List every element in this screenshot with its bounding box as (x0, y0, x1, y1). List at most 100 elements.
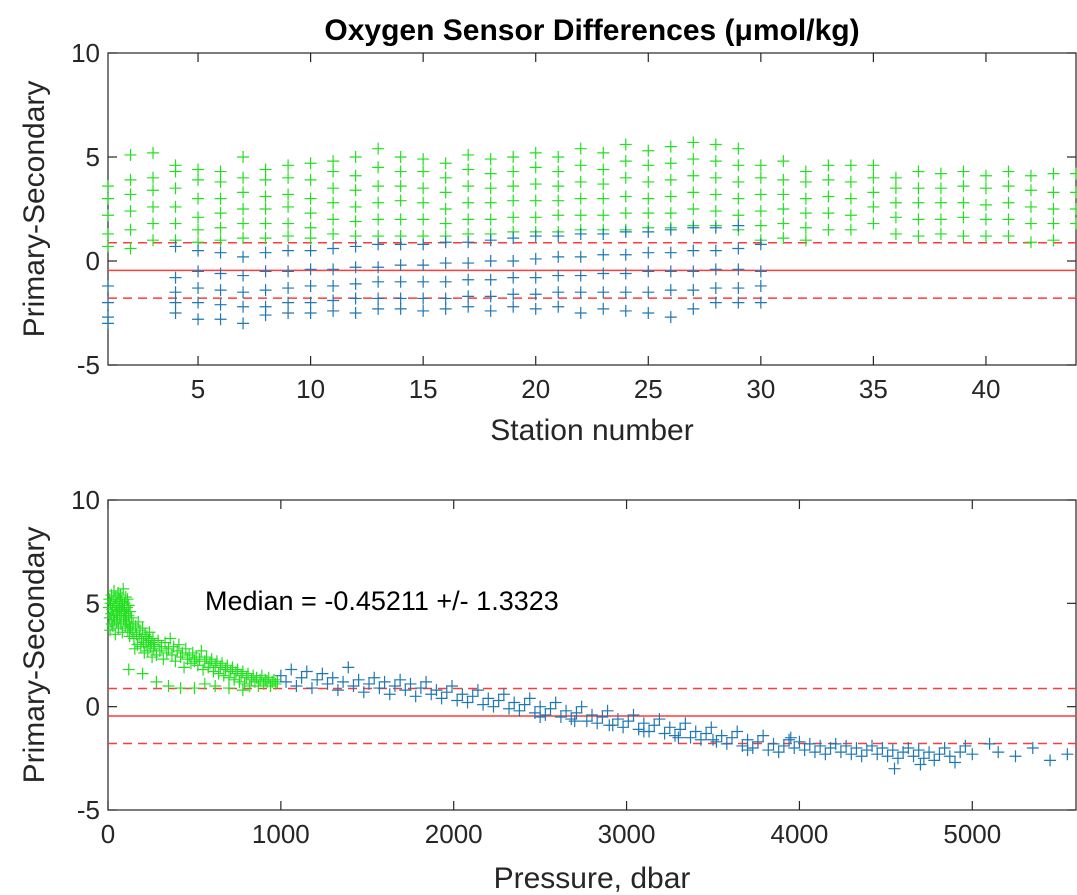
data-point-marker (233, 675, 246, 688)
data-point-marker (777, 155, 790, 168)
data-point-marker (632, 723, 645, 736)
data-point-marker (409, 690, 422, 703)
data-point-marker (574, 175, 587, 188)
data-point-marker (214, 207, 227, 220)
data-point-marker (679, 717, 692, 730)
data-point-marker (619, 286, 632, 299)
data-point-marker (507, 151, 520, 163)
data-point-marker (373, 682, 386, 695)
chart-title: Oxygen Sensor Differences (μmol/kg) (324, 14, 859, 47)
x-tick-label: 5 (191, 374, 205, 404)
data-point-marker (732, 192, 745, 205)
data-point-marker (304, 207, 317, 220)
data-point-marker (709, 244, 722, 257)
data-point-marker (214, 175, 227, 188)
data-point-marker (259, 173, 272, 186)
data-point-marker (867, 217, 880, 230)
data-point-marker (451, 694, 464, 707)
data-point-marker (597, 267, 610, 280)
data-point-marker (169, 271, 182, 284)
data-point-marker (529, 230, 542, 243)
bottom-y-axis-label: Primary-Secondary (18, 527, 51, 784)
data-point-marker (619, 155, 632, 168)
data-point-marker (912, 230, 925, 243)
data-point-marker (597, 248, 610, 261)
data-point-marker (285, 663, 298, 676)
data-point-marker (574, 307, 587, 319)
data-point-marker (850, 742, 863, 754)
data-point-marker (912, 213, 925, 226)
data-point-marker (439, 171, 452, 184)
data-point-marker (282, 230, 295, 243)
data-point-marker (439, 186, 452, 199)
data-point-marker (687, 169, 700, 182)
data-point-marker (462, 257, 475, 270)
data-point-marker (732, 209, 745, 222)
data-point-marker (349, 292, 362, 305)
x-tick-label: 0 (101, 819, 115, 849)
x-tick-label: 10 (296, 374, 325, 404)
data-point-marker (597, 286, 610, 299)
data-point-marker (192, 211, 205, 224)
data-point-marker (274, 669, 287, 682)
data-point-marker (124, 148, 137, 161)
data-point-marker (889, 211, 902, 224)
data-point-marker (709, 282, 722, 295)
data-point-marker (109, 628, 122, 641)
y-tick-label: 5 (86, 142, 100, 172)
data-point-marker (642, 192, 655, 205)
data-point-marker (417, 304, 430, 317)
data-point-marker (611, 713, 624, 726)
data-point-marker (372, 161, 385, 174)
data-point-marker (664, 140, 677, 153)
data-point-marker (949, 756, 961, 769)
data-point-marker (132, 615, 145, 628)
data-point-marker (192, 173, 205, 186)
data-point-marker (169, 182, 182, 195)
data-point-marker (197, 663, 210, 676)
data-point-marker (223, 682, 235, 695)
data-point-marker (979, 213, 992, 226)
data-point-marker (1024, 184, 1037, 197)
data-point-marker (462, 300, 475, 313)
data-point-marker (327, 294, 340, 307)
data-point-marker (777, 232, 790, 245)
data-point-marker (574, 250, 587, 263)
data-point-marker (966, 748, 979, 761)
data-point-marker (731, 725, 744, 738)
data-point-marker (295, 671, 308, 684)
data-point-marker (394, 194, 407, 207)
data-point-marker (876, 742, 889, 754)
data-point-marker (192, 223, 205, 236)
data-point-marker (349, 200, 362, 213)
data-point-marker (1002, 230, 1015, 243)
data-point-marker (316, 667, 329, 680)
data-point-marker (212, 667, 225, 680)
data-point-marker (349, 230, 362, 243)
data-point-marker (754, 265, 767, 278)
data-point-marker (462, 236, 475, 249)
data-point-marker (957, 230, 970, 243)
data-point-marker (169, 240, 182, 253)
data-point-marker (462, 196, 475, 209)
data-point-marker (237, 186, 250, 199)
data-point-marker (757, 729, 770, 742)
data-point-marker (178, 661, 191, 674)
data-point-marker (959, 739, 972, 752)
data-point-marker (642, 207, 655, 220)
data-point-marker (238, 677, 251, 690)
data-point-marker (462, 163, 475, 176)
data-point-marker (503, 702, 516, 715)
y-tick-label: 5 (86, 588, 100, 618)
data-point-marker (507, 180, 520, 193)
data-point-marker (122, 663, 135, 676)
data-point-marker (439, 275, 452, 288)
data-point-marker (102, 209, 114, 222)
data-point-marker (844, 159, 857, 172)
data-point-marker (732, 142, 745, 155)
data-point-marker (754, 159, 767, 172)
data-point-marker (282, 200, 295, 213)
data-point-marker (435, 692, 448, 705)
data-point-marker (192, 244, 205, 257)
data-point-marker (214, 313, 227, 326)
